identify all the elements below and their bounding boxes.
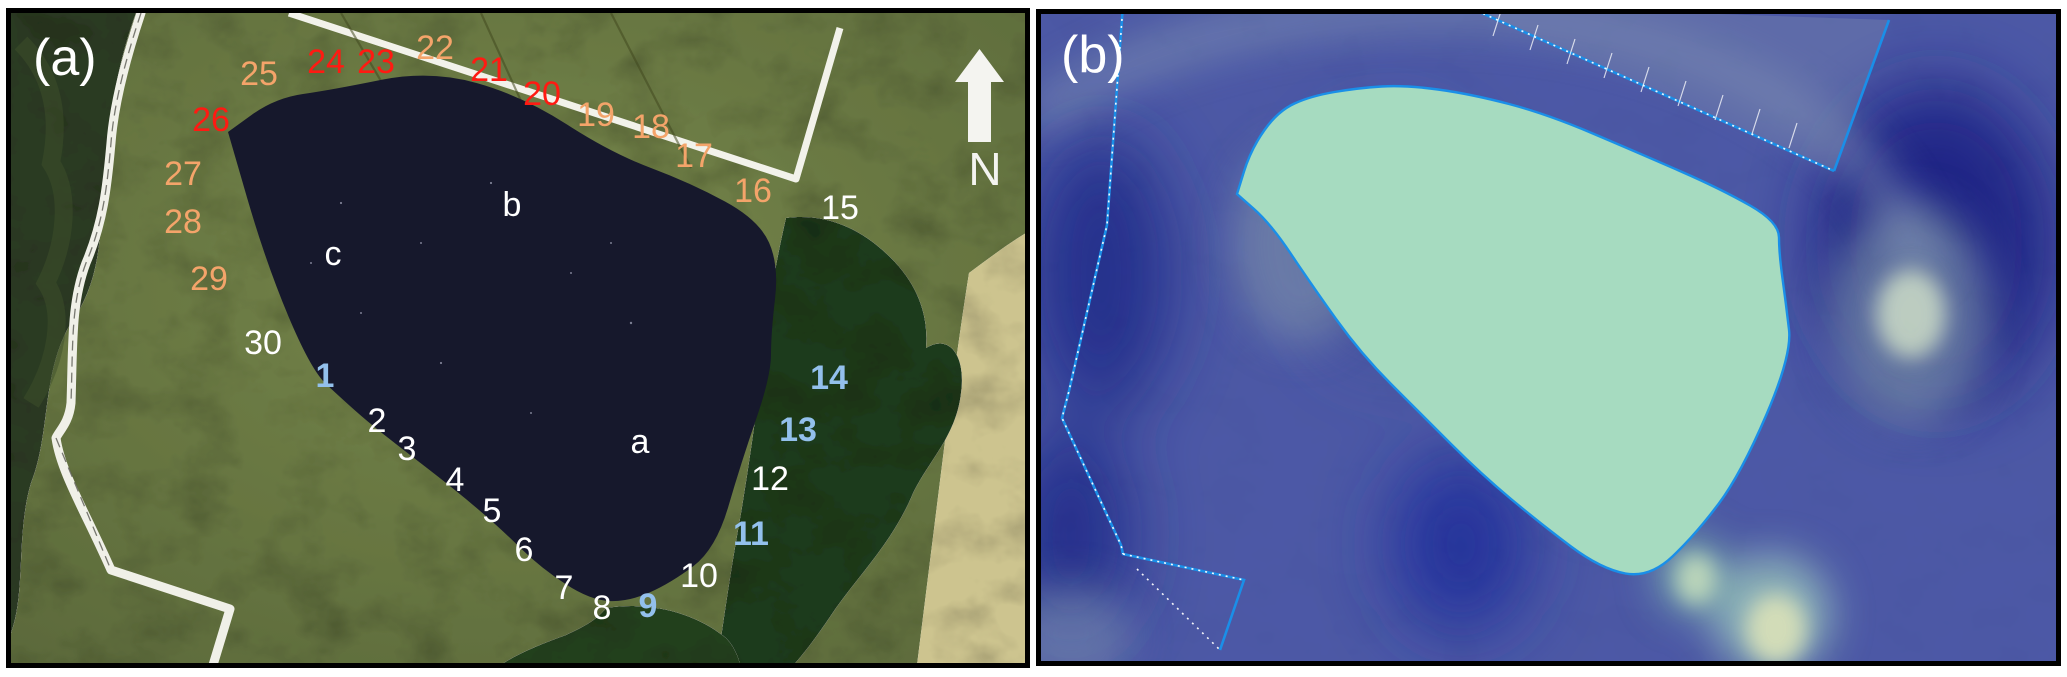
svg-text:2: 2 xyxy=(368,402,387,440)
svg-text:(b): (b) xyxy=(1061,26,1125,84)
svg-text:5: 5 xyxy=(483,492,502,530)
svg-text:13: 13 xyxy=(779,411,817,449)
svg-text:7: 7 xyxy=(555,569,574,607)
svg-text:30: 30 xyxy=(244,324,282,362)
svg-text:b: b xyxy=(503,186,522,224)
svg-text:1: 1 xyxy=(316,357,335,395)
svg-text:20: 20 xyxy=(523,75,561,113)
svg-text:14: 14 xyxy=(810,359,848,397)
svg-text:24: 24 xyxy=(307,43,345,81)
svg-text:10: 10 xyxy=(680,557,718,595)
svg-text:18: 18 xyxy=(632,108,670,146)
svg-text:8: 8 xyxy=(593,589,612,627)
svg-text:21: 21 xyxy=(470,51,508,89)
svg-text:22: 22 xyxy=(416,29,454,67)
svg-text:15: 15 xyxy=(821,189,859,227)
svg-text:11: 11 xyxy=(733,515,769,553)
svg-text:N: N xyxy=(968,143,1001,195)
svg-text:25: 25 xyxy=(240,55,278,93)
svg-text:23: 23 xyxy=(357,43,395,81)
svg-text:9: 9 xyxy=(639,587,658,625)
svg-text:c: c xyxy=(325,235,342,273)
svg-text:3: 3 xyxy=(398,430,417,468)
svg-text:19: 19 xyxy=(577,96,615,134)
svg-text:(a): (a) xyxy=(33,29,97,87)
svg-text:16: 16 xyxy=(734,172,772,210)
svg-text:a: a xyxy=(631,423,650,461)
svg-text:12: 12 xyxy=(751,460,789,498)
svg-text:4: 4 xyxy=(446,461,465,499)
svg-text:26: 26 xyxy=(192,101,230,139)
svg-text:28: 28 xyxy=(164,203,202,241)
svg-text:27: 27 xyxy=(164,155,202,193)
svg-text:17: 17 xyxy=(675,137,713,175)
svg-text:6: 6 xyxy=(515,531,534,569)
svg-text:29: 29 xyxy=(190,260,228,298)
